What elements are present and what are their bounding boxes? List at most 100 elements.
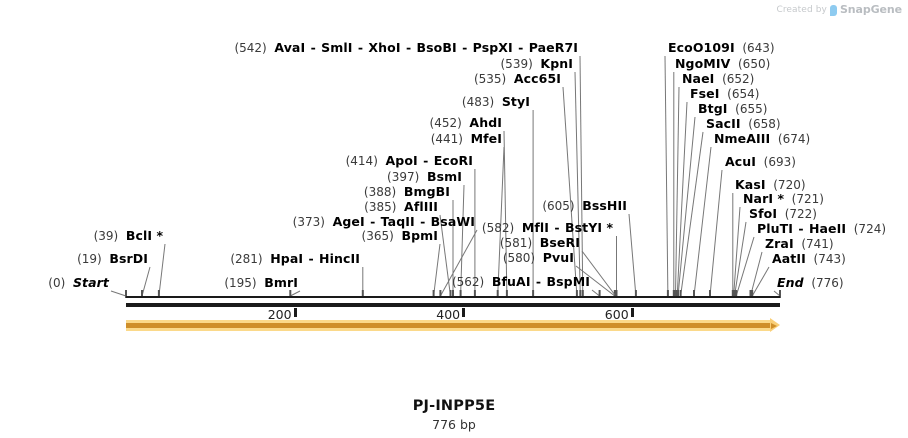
enzyme-name[interactable]: KpnI [540, 56, 573, 71]
enzyme-name[interactable]: Acc65I [513, 71, 561, 86]
restriction-site-label[interactable]: NmeAIII (674) [714, 131, 810, 147]
site-position: (388) [363, 185, 404, 199]
restriction-site-label[interactable]: AatII (743) [772, 251, 846, 267]
restriction-site-label[interactable]: KasI (720) [735, 177, 806, 193]
enzyme-name[interactable]: BstYI [564, 220, 603, 235]
restriction-site-label[interactable]: (582) MflI - BstYI * [482, 220, 613, 236]
site-leader-line [628, 213, 637, 297]
restriction-site-label[interactable]: (195) BmrI [224, 275, 298, 291]
sequence-line-thick [126, 303, 780, 307]
enzyme-name[interactable]: NaeI [682, 71, 715, 86]
restriction-site-label[interactable]: (452) AhdI [430, 115, 502, 131]
restriction-site-label[interactable]: (535) Acc65I [474, 71, 561, 87]
restriction-site-label[interactable]: (414) ApoI - EcoRI [346, 153, 473, 169]
ruler-tick [293, 308, 297, 317]
restriction-site-label[interactable]: BtgI (655) [698, 101, 767, 117]
enzyme-name[interactable]: AhdI [469, 115, 502, 130]
site-position: (281) [230, 252, 271, 266]
restriction-site-label[interactable]: FseI (654) [690, 86, 759, 102]
restriction-site-label[interactable]: (0) Start [48, 275, 109, 291]
restriction-site-label[interactable]: (542) AvaI - SmlI - XhoI - BsoBI - PspXI… [234, 40, 578, 56]
site-position: (722) [777, 207, 817, 221]
restriction-site-label[interactable]: NarI * (721) [743, 191, 824, 207]
site-leader-line [158, 243, 166, 297]
restriction-site-label[interactable]: (281) HpaI - HincII [230, 251, 360, 267]
enzyme-name[interactable]: PluTI [757, 221, 794, 236]
enzyme-name[interactable]: BsrDI [109, 251, 148, 266]
enzyme-name[interactable]: BsmI [426, 169, 462, 184]
enzyme-name[interactable]: AcuI [725, 154, 757, 169]
enzyme-name[interactable]: EcoO109I [668, 40, 735, 55]
restriction-site-label[interactable]: (388) BmgBI [363, 184, 450, 200]
enzyme-name[interactable]: PaeR7I [528, 40, 578, 55]
enzyme-name[interactable]: BmrI [264, 275, 298, 290]
enzyme-name[interactable]: HpaI [270, 251, 304, 266]
enzyme-name[interactable]: End [777, 275, 804, 290]
enzyme-name[interactable]: BsoBI [416, 40, 457, 55]
restriction-site-label[interactable]: End (776) [777, 275, 844, 291]
restriction-site-label[interactable]: NaeI (652) [682, 71, 754, 87]
ruler-tick [630, 308, 634, 317]
enzyme-name[interactable]: NgoMIV [675, 56, 731, 71]
restriction-site-label[interactable]: (39) BclI * [93, 228, 163, 244]
enzyme-name[interactable]: HaeII [808, 221, 847, 236]
restriction-site-label[interactable]: (605) BssHII [542, 198, 627, 214]
enzyme-name[interactable]: EcoRI [433, 153, 473, 168]
restriction-site-label[interactable]: (19) BsrDI [77, 251, 148, 267]
enzyme-name[interactable]: SacII [706, 116, 741, 131]
restriction-site-label[interactable]: (385) AflIII [364, 199, 438, 215]
orf-arrow-body[interactable] [126, 320, 770, 331]
restriction-site-label[interactable]: (397) BsmI [387, 169, 462, 185]
enzyme-name[interactable]: BclI [125, 228, 153, 243]
enzyme-name[interactable]: AflIII [404, 199, 438, 214]
restriction-site-label[interactable]: EcoO109I (643) [668, 40, 775, 56]
restriction-site-label[interactable]: (562) BfuAI - BspMI [452, 274, 590, 290]
restriction-site-label[interactable]: (580) PvuI [503, 250, 574, 266]
enzyme-name[interactable]: AvaI [274, 40, 306, 55]
restriction-site-label[interactable]: (539) KpnI [501, 56, 574, 72]
enzyme-name[interactable]: PvuI [542, 250, 574, 265]
enzyme-name[interactable]: ZraI [765, 236, 794, 251]
site-name-separator: - [457, 40, 472, 55]
enzyme-name[interactable]: BfuAI [491, 274, 531, 289]
restriction-site-label[interactable]: NgoMIV (650) [675, 56, 770, 72]
enzyme-name[interactable]: MflI [521, 220, 550, 235]
enzyme-name[interactable]: TaqII [380, 214, 415, 229]
enzyme-name[interactable]: NmeAIII [714, 131, 771, 146]
enzyme-name[interactable]: ApoI [385, 153, 418, 168]
restriction-site-label[interactable]: (365) BpmI [361, 228, 438, 244]
enzyme-name[interactable]: BspMI [546, 274, 590, 289]
orf-arrow-head-inner [771, 322, 777, 329]
enzyme-name[interactable]: MfeI [470, 131, 502, 146]
enzyme-name[interactable]: BpmI [401, 228, 438, 243]
enzyme-name[interactable]: BmgBI [403, 184, 450, 199]
enzyme-name[interactable]: NarI [743, 191, 774, 206]
sequence-line-thin [126, 296, 780, 298]
restriction-site-label[interactable]: (441) MfeI [431, 131, 502, 147]
restriction-site-label[interactable]: SfoI (722) [749, 206, 817, 222]
enzyme-name[interactable]: XhoI [368, 40, 401, 55]
site-position: (365) [361, 229, 402, 243]
enzyme-name[interactable]: StyI [501, 94, 530, 109]
restriction-site-label[interactable]: (581) BseRI [500, 235, 580, 251]
enzyme-name[interactable]: KasI [735, 177, 766, 192]
enzyme-name[interactable]: BseRI [539, 235, 580, 250]
enzyme-name[interactable]: AgeI [332, 214, 365, 229]
restriction-site-label[interactable]: ZraI (741) [765, 236, 834, 252]
restriction-site-label[interactable]: SacII (658) [706, 116, 781, 132]
enzyme-name[interactable]: SmlI [321, 40, 353, 55]
enzyme-name[interactable]: BssHII [582, 198, 627, 213]
site-position: (39) [93, 229, 126, 243]
restriction-site-label[interactable]: PluTI - HaeII (724) [757, 221, 886, 237]
enzyme-name[interactable]: AatII [772, 251, 806, 266]
enzyme-name[interactable]: BtgI [698, 101, 728, 116]
enzyme-name[interactable]: HincII [319, 251, 360, 266]
enzyme-name[interactable]: Start [72, 275, 109, 290]
enzyme-name[interactable]: FseI [690, 86, 720, 101]
restriction-site-label[interactable]: (373) AgeI - TaqII - BsaWI [293, 214, 475, 230]
restriction-site-label[interactable]: AcuI (693) [725, 154, 796, 170]
enzyme-name[interactable]: BsaWI [430, 214, 475, 229]
enzyme-name[interactable]: PspXI [472, 40, 513, 55]
restriction-site-label[interactable]: (483) StyI [462, 94, 530, 110]
enzyme-name[interactable]: SfoI [749, 206, 778, 221]
